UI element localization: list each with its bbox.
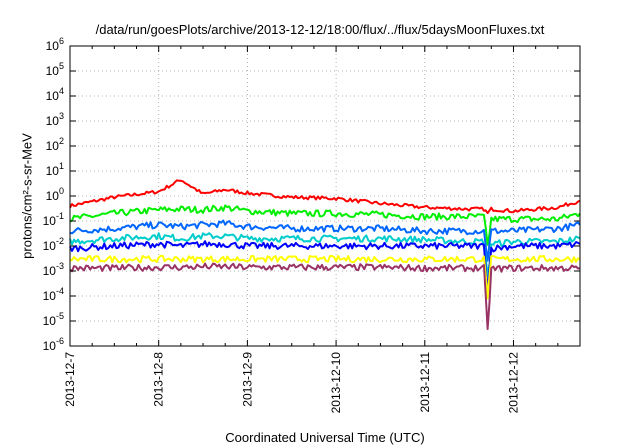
series-line-6 bbox=[69, 254, 581, 300]
y-tick-label: 103 bbox=[46, 111, 64, 128]
series-lines bbox=[69, 179, 581, 330]
y-tick-label: 10-1 bbox=[43, 211, 64, 228]
x-tick-labels: 2013-12-7 2013-12-8 2013-12-9 2013-12-10 201… bbox=[63, 352, 520, 414]
y-tick-label: 102 bbox=[46, 136, 64, 153]
x-tick-label: 2013-12-12 bbox=[506, 352, 520, 414]
x-tick-label: 2013-12-8 bbox=[152, 352, 166, 407]
x-tick-label: 2013-12-11 bbox=[418, 352, 432, 413]
x-tick-label: 2013-12-7 bbox=[63, 352, 77, 407]
y-tick-label: 100 bbox=[46, 186, 64, 203]
y-tick-label: 105 bbox=[46, 61, 64, 78]
x-tick-label: 2013-12-10 bbox=[329, 352, 343, 414]
x-axis-label: Coordinated Universal Time (UTC) bbox=[225, 430, 425, 445]
plot-border bbox=[69, 45, 581, 347]
chart-title: /data/run/goesPlots/archive/2013-12-12/1… bbox=[95, 22, 545, 37]
y-tick-label: 10-6 bbox=[43, 336, 64, 353]
grid bbox=[69, 45, 580, 347]
y-tick-label: 101 bbox=[46, 161, 64, 178]
y-tick-label: 104 bbox=[46, 86, 64, 103]
x-tick-label: 2013-12-9 bbox=[240, 352, 254, 407]
y-tick-label: 10-4 bbox=[43, 286, 64, 303]
plot-frame bbox=[69, 45, 581, 347]
series-line-3 bbox=[69, 219, 581, 262]
series-line-4 bbox=[69, 232, 581, 278]
y-tick-label: 10-3 bbox=[43, 261, 64, 278]
y-tick-label: 10-2 bbox=[43, 236, 64, 253]
y-tick-label: 10-5 bbox=[43, 311, 64, 328]
y-tick-labels: 10-6 10-5 10-4 10-3 10-2 10-1 100 101 102 103 104 1… bbox=[43, 36, 64, 353]
series-line-2 bbox=[69, 204, 581, 246]
series-line-7 bbox=[69, 262, 581, 330]
series-line-5 bbox=[69, 240, 581, 292]
y-tick-label: 106 bbox=[46, 36, 64, 53]
series-line-1 bbox=[69, 179, 581, 215]
